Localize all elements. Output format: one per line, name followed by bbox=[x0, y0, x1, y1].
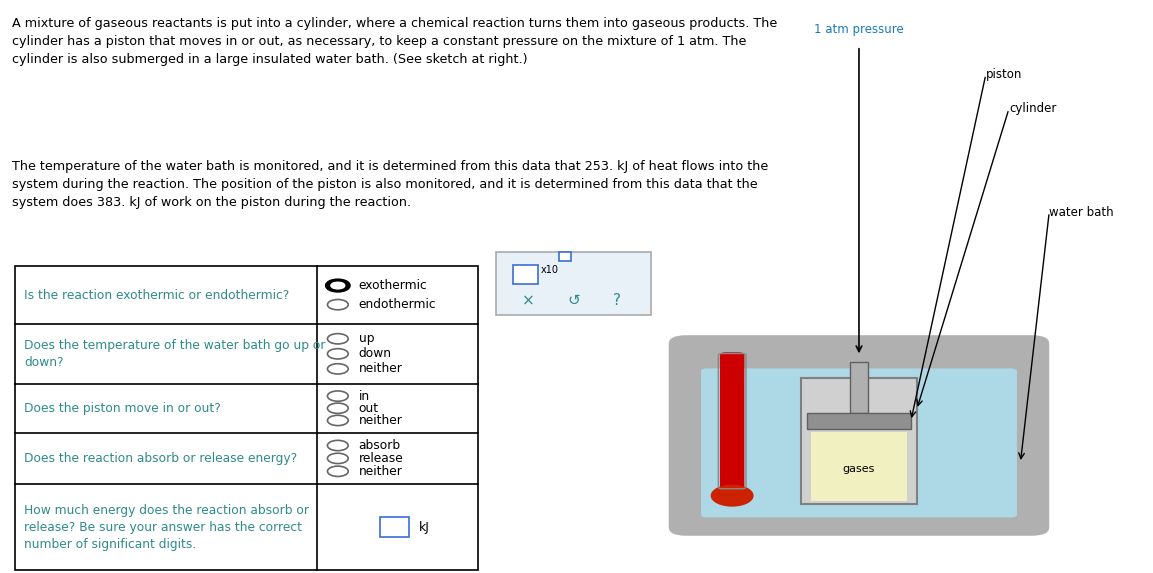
Text: Does the temperature of the water bath go up or
down?: Does the temperature of the water bath g… bbox=[24, 339, 325, 369]
Text: Does the reaction absorb or release energy?: Does the reaction absorb or release ener… bbox=[24, 452, 297, 465]
Circle shape bbox=[711, 485, 753, 506]
Text: How much energy does the reaction absorb or
release? Be sure your answer has the: How much energy does the reaction absorb… bbox=[24, 504, 309, 551]
FancyBboxPatch shape bbox=[801, 378, 917, 504]
FancyBboxPatch shape bbox=[850, 362, 868, 414]
Text: release: release bbox=[359, 452, 404, 465]
Text: ?: ? bbox=[613, 293, 620, 308]
FancyBboxPatch shape bbox=[559, 252, 571, 261]
FancyBboxPatch shape bbox=[496, 252, 651, 315]
Circle shape bbox=[326, 280, 349, 291]
FancyBboxPatch shape bbox=[701, 368, 1017, 517]
Text: endothermic: endothermic bbox=[359, 298, 436, 311]
Text: neither: neither bbox=[359, 465, 402, 478]
Text: x10: x10 bbox=[541, 265, 559, 275]
Text: in: in bbox=[359, 390, 370, 403]
Text: cylinder: cylinder bbox=[1009, 103, 1056, 115]
Text: absorb: absorb bbox=[359, 439, 401, 452]
Text: gases: gases bbox=[843, 464, 875, 474]
Text: piston: piston bbox=[986, 68, 1023, 81]
Text: ↺: ↺ bbox=[567, 293, 581, 308]
FancyBboxPatch shape bbox=[807, 414, 911, 429]
FancyBboxPatch shape bbox=[15, 266, 478, 570]
Text: up: up bbox=[359, 332, 374, 346]
Text: A mixture of gaseous reactants is put into a cylinder, where a chemical reaction: A mixture of gaseous reactants is put in… bbox=[12, 17, 777, 66]
FancyBboxPatch shape bbox=[669, 335, 1049, 536]
Text: neither: neither bbox=[359, 414, 402, 427]
Text: The temperature of the water bath is monitored, and it is determined from this d: The temperature of the water bath is mon… bbox=[12, 160, 768, 210]
FancyBboxPatch shape bbox=[380, 517, 409, 537]
FancyBboxPatch shape bbox=[513, 265, 538, 284]
Text: exothermic: exothermic bbox=[359, 279, 428, 292]
Text: out: out bbox=[359, 402, 378, 415]
Text: Does the piston move in or out?: Does the piston move in or out? bbox=[24, 402, 221, 415]
Text: 1 atm pressure: 1 atm pressure bbox=[814, 23, 904, 36]
Text: neither: neither bbox=[359, 362, 402, 375]
FancyBboxPatch shape bbox=[811, 432, 907, 501]
Text: water bath: water bath bbox=[1049, 206, 1114, 218]
FancyBboxPatch shape bbox=[721, 353, 744, 489]
Circle shape bbox=[331, 282, 345, 289]
Text: ×: × bbox=[521, 293, 535, 308]
Text: down: down bbox=[359, 347, 392, 360]
Text: kJ: kJ bbox=[419, 521, 429, 533]
Text: Is the reaction exothermic or endothermic?: Is the reaction exothermic or endothermi… bbox=[24, 289, 289, 301]
